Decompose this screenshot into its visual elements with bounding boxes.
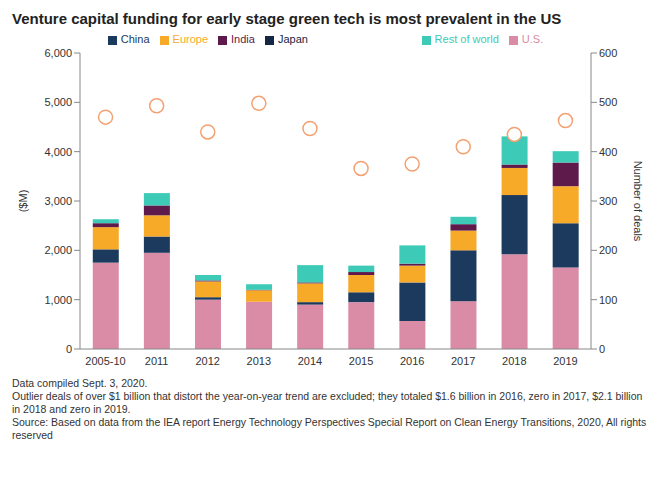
svg-text:600: 600: [599, 47, 617, 59]
html-text:India: India: [231, 33, 255, 45]
svg-text:2012: 2012: [196, 355, 220, 367]
svg-text:0: 0: [599, 343, 605, 355]
svg-text:300: 300: [599, 195, 617, 207]
html-text:Data compiled Sept. 3, 2020.: Data compiled Sept. 3, 2020.: [12, 377, 148, 389]
svg-text:500: 500: [599, 96, 617, 108]
svg-text:100: 100: [599, 294, 617, 306]
svg-text:6,000: 6,000: [44, 47, 72, 59]
svg-text:0: 0: [66, 343, 72, 355]
svg-text:2014: 2014: [298, 355, 322, 367]
svg-text:($M): ($M): [17, 190, 29, 213]
svg-text:2013: 2013: [247, 355, 271, 367]
html-text:Outlier deals of over $1 billi: Outlier deals of over $1 billion that di…: [12, 390, 643, 415]
svg-text:2017: 2017: [451, 355, 475, 367]
svg-text:3,000: 3,000: [44, 195, 72, 207]
html-text:China: China: [120, 33, 150, 45]
html-text:Rest of world: Rest of world: [434, 33, 499, 45]
svg-text:2005-10: 2005-10: [85, 355, 125, 367]
html-text:U.S.: U.S.: [521, 33, 544, 45]
svg-text:2019: 2019: [553, 355, 577, 367]
html-text:Source: Based on data from the: Source: Based on data from the IEA repor…: [12, 416, 647, 441]
html-text:Japan: Japan: [277, 33, 308, 45]
svg-text:4,000: 4,000: [44, 146, 72, 158]
svg-text:2018: 2018: [502, 355, 526, 367]
svg-text:400: 400: [599, 146, 617, 158]
svg-text:1,000: 1,000: [44, 294, 72, 306]
svg-text:2016: 2016: [400, 355, 424, 367]
html-text:Venture capital funding for ea: Venture capital funding for early stage …: [12, 10, 562, 27]
html-text:Europe: Europe: [172, 33, 208, 45]
svg-text:5,000: 5,000: [44, 96, 72, 108]
svg-text:2015: 2015: [349, 355, 373, 367]
svg-text:2011: 2011: [145, 355, 169, 367]
html-text:Number of deals: Number of deals: [330, 33, 412, 45]
svg-text:Number of deals: Number of deals: [632, 161, 644, 242]
svg-text:2,000: 2,000: [44, 244, 72, 256]
svg-text:200: 200: [599, 244, 617, 256]
